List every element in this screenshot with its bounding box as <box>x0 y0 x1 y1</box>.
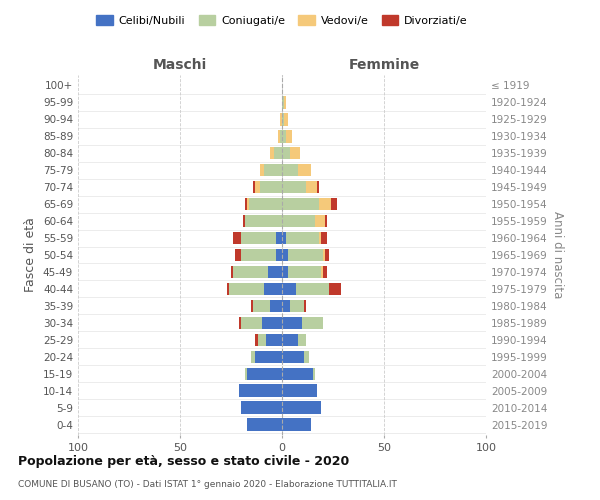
Bar <box>229 282 263 296</box>
Bar <box>253 180 256 194</box>
Bar <box>282 282 296 296</box>
Bar <box>241 316 262 330</box>
Bar <box>319 232 321 244</box>
Bar <box>233 232 241 244</box>
Bar <box>262 316 282 330</box>
Bar <box>263 164 282 176</box>
Bar <box>260 180 282 194</box>
Bar <box>288 248 323 262</box>
Text: COMUNE DI BUSANO (TO) - Dati ISTAT 1° gennaio 2020 - Elaborazione TUTTITALIA.IT: COMUNE DI BUSANO (TO) - Dati ISTAT 1° ge… <box>18 480 397 489</box>
Bar <box>247 198 250 210</box>
Bar <box>282 316 302 330</box>
Bar <box>282 300 290 312</box>
Bar <box>319 198 331 210</box>
Bar <box>280 130 282 142</box>
Bar <box>257 334 266 346</box>
Bar <box>282 350 304 364</box>
Bar <box>282 232 286 244</box>
Bar <box>256 180 260 194</box>
Bar <box>247 418 282 431</box>
Bar <box>260 164 263 176</box>
Bar <box>304 350 308 364</box>
Bar <box>245 368 247 380</box>
Bar <box>323 266 327 278</box>
Bar <box>313 368 314 380</box>
Bar <box>307 180 317 194</box>
Bar <box>321 232 327 244</box>
Bar <box>274 146 282 160</box>
Bar <box>296 282 329 296</box>
Bar <box>263 282 282 296</box>
Bar <box>282 384 317 397</box>
Bar <box>282 266 288 278</box>
Bar <box>276 232 282 244</box>
Bar <box>268 266 282 278</box>
Bar <box>284 96 286 108</box>
Bar <box>256 350 282 364</box>
Bar <box>235 248 241 262</box>
Bar <box>253 300 270 312</box>
Bar <box>233 266 268 278</box>
Bar <box>302 316 323 330</box>
Bar <box>282 113 284 126</box>
Bar <box>290 300 304 312</box>
Bar <box>247 368 282 380</box>
Bar <box>282 334 298 346</box>
Bar <box>290 146 301 160</box>
Bar <box>282 248 288 262</box>
Bar <box>282 418 311 431</box>
Bar <box>256 334 257 346</box>
Bar <box>239 316 241 330</box>
Bar <box>270 300 282 312</box>
Bar <box>317 180 319 194</box>
Bar <box>329 282 341 296</box>
Bar <box>284 113 288 126</box>
Bar <box>325 248 329 262</box>
Bar <box>282 96 284 108</box>
Bar <box>286 232 319 244</box>
Bar <box>282 180 307 194</box>
Bar <box>243 214 245 228</box>
Bar <box>245 198 247 210</box>
Bar <box>282 368 313 380</box>
Bar <box>314 214 325 228</box>
Bar <box>304 300 307 312</box>
Bar <box>298 334 307 346</box>
Legend: Celibi/Nubili, Coniugati/e, Vedovi/e, Divorziati/e: Celibi/Nubili, Coniugati/e, Vedovi/e, Di… <box>92 10 472 30</box>
Bar <box>282 214 314 228</box>
Bar <box>282 402 321 414</box>
Bar <box>331 198 337 210</box>
Bar <box>250 198 282 210</box>
Bar <box>270 146 274 160</box>
Bar <box>245 214 282 228</box>
Bar <box>278 130 280 142</box>
Bar <box>282 198 319 210</box>
Text: Femmine: Femmine <box>349 58 419 72</box>
Bar <box>266 334 282 346</box>
Bar <box>323 248 325 262</box>
Bar <box>280 113 282 126</box>
Bar <box>321 266 323 278</box>
Bar <box>251 300 253 312</box>
Bar <box>241 402 282 414</box>
Bar <box>231 266 233 278</box>
Bar <box>227 282 229 296</box>
Text: Popolazione per età, sesso e stato civile - 2020: Popolazione per età, sesso e stato civil… <box>18 455 349 468</box>
Bar <box>325 214 327 228</box>
Bar <box>241 232 276 244</box>
Y-axis label: Fasce di età: Fasce di età <box>25 218 37 292</box>
Bar <box>282 130 286 142</box>
Bar <box>282 146 290 160</box>
Bar <box>282 164 298 176</box>
Bar <box>276 248 282 262</box>
Bar <box>251 350 256 364</box>
Text: Maschi: Maschi <box>153 58 207 72</box>
Bar <box>241 248 276 262</box>
Bar <box>298 164 311 176</box>
Bar <box>288 266 321 278</box>
Y-axis label: Anni di nascita: Anni di nascita <box>551 212 564 298</box>
Bar <box>239 384 282 397</box>
Bar <box>286 130 292 142</box>
